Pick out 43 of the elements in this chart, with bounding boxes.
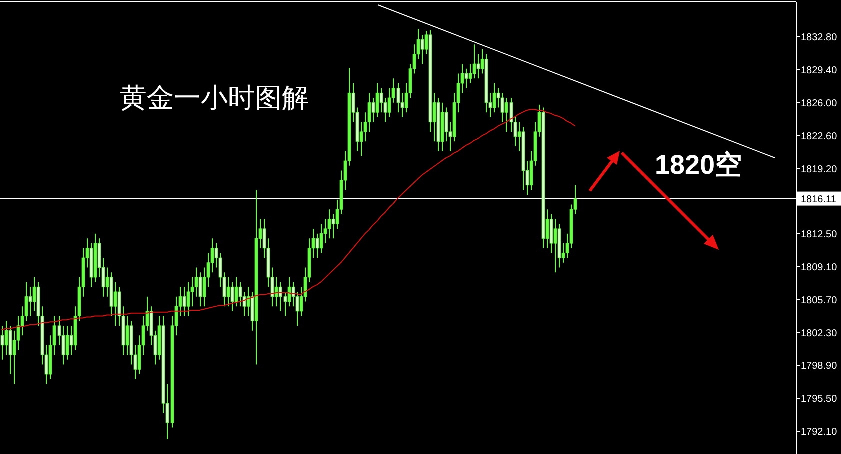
candlestick <box>388 88 392 118</box>
candlestick <box>62 325 66 366</box>
candlestick <box>476 54 480 80</box>
text: 黄金一小时图解 <box>120 83 309 114</box>
y-tick-label: 1832.80 <box>801 32 838 44</box>
candlestick <box>500 92 504 123</box>
candlestick <box>468 64 472 84</box>
ref-line-label: 1816.11 <box>801 194 837 206</box>
y-tick-label: 1805.70 <box>801 295 838 306</box>
y-tick-label: 1798.90 <box>801 361 838 372</box>
y-tick-label: 1809.10 <box>801 262 838 274</box>
y-tick-label: 1822.60 <box>801 131 838 142</box>
candlestick <box>126 316 130 356</box>
candlestick <box>28 286 32 317</box>
candlestick <box>420 34 424 65</box>
candlestick <box>396 82 400 114</box>
candlestick <box>186 282 190 317</box>
candlestick <box>198 272 202 308</box>
candlestick <box>492 82 496 114</box>
candlestick <box>234 276 238 308</box>
y-tick-label: 1819.20 <box>801 164 838 176</box>
candlestick <box>328 209 332 240</box>
candlestick <box>66 325 70 360</box>
candlestick <box>504 98 508 132</box>
candlestick <box>554 218 558 274</box>
candlestick <box>376 82 380 118</box>
text: 1820空 <box>655 150 742 180</box>
y-tick-label: 1812.50 <box>801 229 838 240</box>
candlestick <box>194 267 198 298</box>
candlestick <box>464 68 468 89</box>
y-tick-label: 1802.30 <box>801 328 838 340</box>
y-tick-label: 1795.50 <box>801 394 838 406</box>
candlestick <box>4 320 8 356</box>
y-tick-label: 1792.10 <box>801 427 838 438</box>
candlestick <box>444 107 448 142</box>
candlestick <box>190 276 194 308</box>
y-tick-label: 1829.40 <box>801 65 838 76</box>
candlestick <box>230 282 234 312</box>
y-tick-label: 1826.00 <box>801 98 838 110</box>
candlestick <box>320 224 324 254</box>
candlestick <box>324 218 328 244</box>
candlestick <box>182 286 186 317</box>
candlestick <box>368 92 372 132</box>
